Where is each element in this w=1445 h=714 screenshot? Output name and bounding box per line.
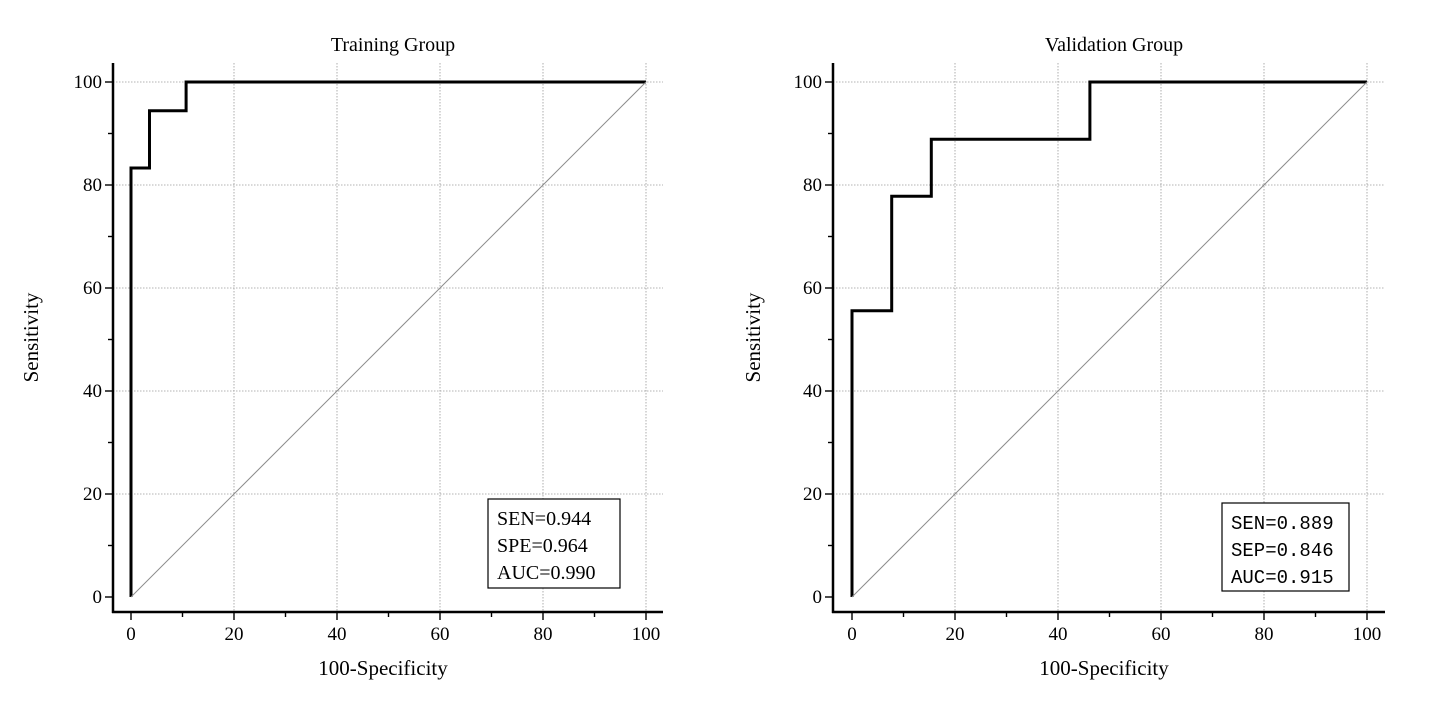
ticks: [105, 81, 647, 620]
stats-box: SEN=0.944 SPE=0.964 AUC=0.990: [487, 498, 621, 589]
stats-line: SPE=0.964: [497, 535, 588, 557]
chart-panel-2: 0 20 40 60 80 100 0 20 40 60 80 100 Validation Group…: [741, 34, 1385, 680]
roc-curve: [129, 80, 646, 597]
x-tick-label: 20: [946, 624, 965, 645]
y-tick-label: 80: [803, 175, 822, 196]
x-tick-label: 0: [847, 624, 857, 645]
stats-box-border: [1221, 502, 1350, 592]
y-tick-label: 100: [794, 72, 823, 93]
x-axis-label: 100-Specificity: [318, 656, 448, 680]
x-tick-label: 40: [1049, 624, 1068, 645]
x-axis-label: 100-Specificity: [1039, 656, 1169, 680]
x-tick-label: 60: [1152, 624, 1171, 645]
roc-curve: [850, 80, 1367, 597]
stats-box-border: [487, 498, 621, 589]
x-tick-label: 100: [1353, 624, 1382, 645]
x-tick-label: 0: [126, 624, 136, 645]
stats-line: SEN=0.889: [1231, 513, 1334, 535]
x-tick-label: 100: [632, 624, 661, 645]
y-axis-label: Sensitivity: [19, 292, 43, 382]
reference-diagonal-line: [130, 81, 647, 598]
y-tick-label: 0: [813, 587, 823, 608]
y-tick-label: 60: [83, 278, 102, 299]
chart-title: Training Group: [331, 34, 455, 56]
y-tick-label: 20: [803, 484, 822, 505]
y-tick-label: 40: [803, 381, 822, 402]
reference-diagonal-line: [851, 81, 1368, 598]
y-tick-label: 60: [803, 278, 822, 299]
chart-title: Validation Group: [1045, 34, 1183, 56]
stats-line: SEP=0.846: [1231, 540, 1334, 562]
x-tick-label: 20: [225, 624, 244, 645]
x-tick-label: 80: [1255, 624, 1274, 645]
x-tick-label: 60: [431, 624, 450, 645]
stats-line: AUC=0.915: [1231, 567, 1334, 589]
stats-box: SEN=0.889 SEP=0.846 AUC=0.915: [1221, 502, 1350, 592]
y-tick-label: 0: [93, 587, 103, 608]
x-tick-label: 80: [534, 624, 553, 645]
y-tick-label: 20: [83, 484, 102, 505]
y-tick-label: 80: [83, 175, 102, 196]
chart-panel-1: 0 20 40 60 80 100 0 20 40 60 80 100 Training Group 10…: [19, 34, 663, 680]
stats-line: AUC=0.990: [497, 562, 596, 584]
y-tick-label: 40: [83, 381, 102, 402]
x-tick-label: 40: [328, 624, 347, 645]
y-tick-label: 100: [74, 72, 103, 93]
y-axis-label: Sensitivity: [741, 292, 765, 382]
ticks: [825, 81, 1368, 620]
stats-line: SEN=0.944: [497, 508, 591, 530]
